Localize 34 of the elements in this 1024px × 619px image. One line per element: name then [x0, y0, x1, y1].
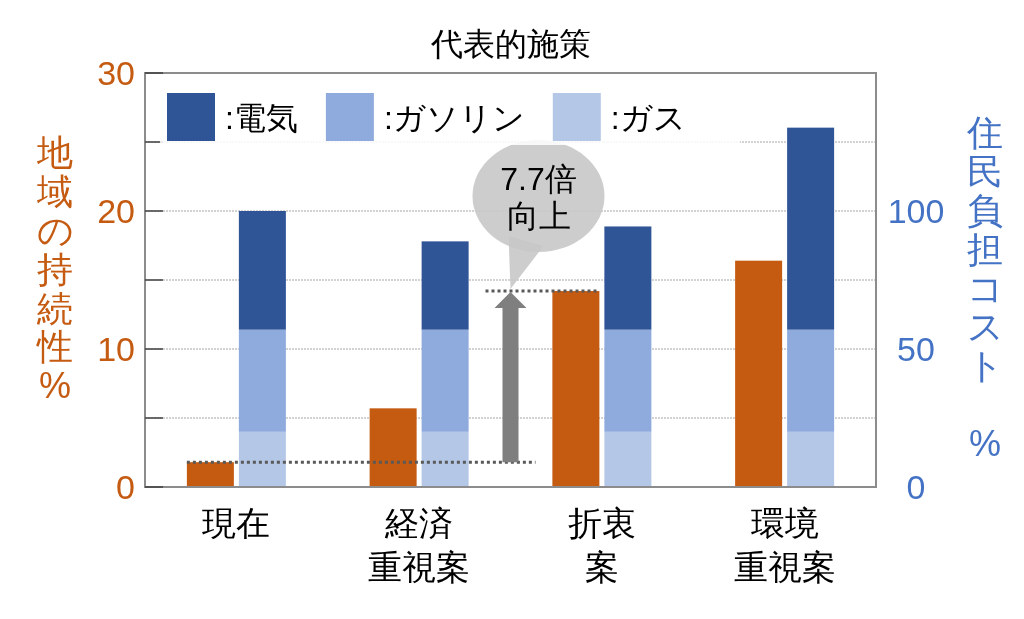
annotation: 7.7倍向上: [500, 161, 577, 234]
legend-label: :電気: [225, 100, 298, 136]
bar: [735, 260, 783, 487]
y-tick-label: 20: [97, 192, 135, 230]
y2-tick-label: 100: [887, 192, 945, 230]
bar: [421, 241, 469, 330]
bar: [604, 226, 652, 330]
chart-title: 代表的施策: [429, 26, 591, 62]
y2-tick-label: 50: [897, 330, 935, 368]
x-tick-label: 折衷案: [567, 504, 636, 587]
bar: [421, 431, 469, 487]
bar: [238, 211, 286, 330]
bar: [186, 462, 234, 487]
y-tick-label: 10: [97, 330, 135, 368]
y2-tick-label: 0: [906, 468, 926, 506]
bar: [369, 408, 417, 487]
bar: [787, 329, 835, 432]
bar: [238, 431, 286, 487]
bar: [238, 329, 286, 432]
x-tick-label: 環境重視案: [733, 504, 836, 587]
legend-label: :ガソリン: [383, 100, 525, 136]
x-tick-label: 現在: [202, 504, 271, 542]
x-tick-label: 経済重視案: [368, 504, 471, 587]
y-axis-title: 地域の持続性%: [36, 132, 74, 407]
y2-axis-title: 住民負担コスト %: [966, 112, 1004, 465]
bar: [787, 127, 835, 330]
bar: [604, 431, 652, 487]
y-tick-label: 0: [116, 468, 135, 506]
bar: [421, 329, 469, 432]
legend-label: :ガス: [610, 100, 686, 136]
y-tick-label: 30: [97, 54, 135, 92]
bar: [604, 329, 652, 432]
bar: [787, 431, 835, 487]
bar: [552, 291, 600, 487]
